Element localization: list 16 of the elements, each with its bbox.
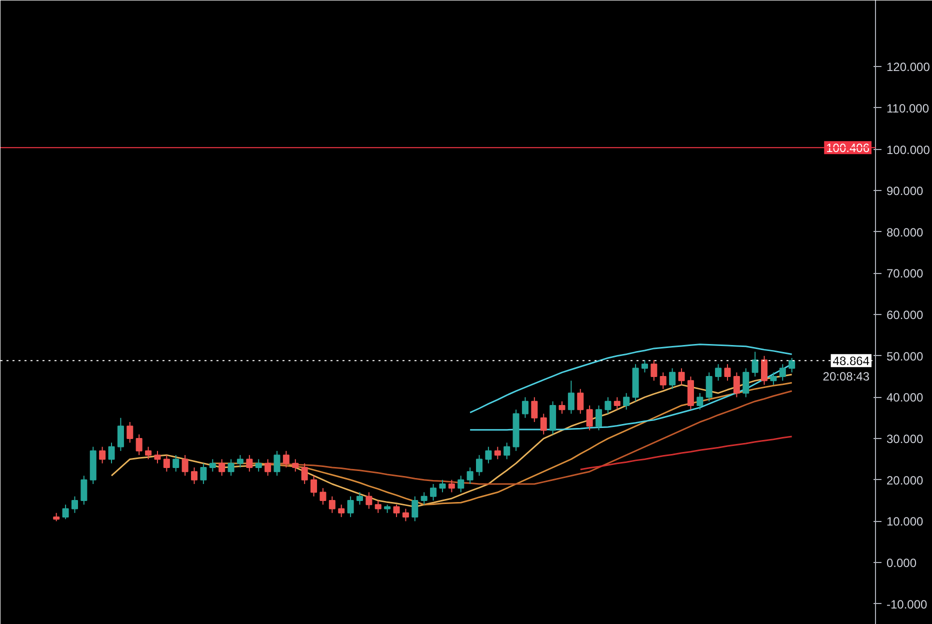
y-tick-label: 90.000 <box>886 184 924 198</box>
text: 20:08:43 <box>822 370 870 384</box>
y-tick-label: 80.000 <box>886 225 924 240</box>
y-tick-label: 70.000 <box>886 266 924 281</box>
y-tick-label: 110.000 <box>886 101 930 116</box>
y-tick-label: 0.000 <box>886 556 917 570</box>
ref-line-label: 48.864 <box>832 354 870 368</box>
y-tick-label: 120.000 <box>886 60 930 74</box>
y-tick-label: 20.000 <box>886 473 924 488</box>
y-tick-label: 100.000 <box>886 142 930 157</box>
y-tick-label: 40.000 <box>886 390 924 405</box>
y-tick-label: 30.000 <box>886 432 924 446</box>
y-tick-label: 50.000 <box>886 349 924 364</box>
y-tick-label: -10.000 <box>886 597 928 612</box>
y-tick-label: 60.000 <box>886 308 924 322</box>
y-tick-label: 10.000 <box>886 514 924 529</box>
